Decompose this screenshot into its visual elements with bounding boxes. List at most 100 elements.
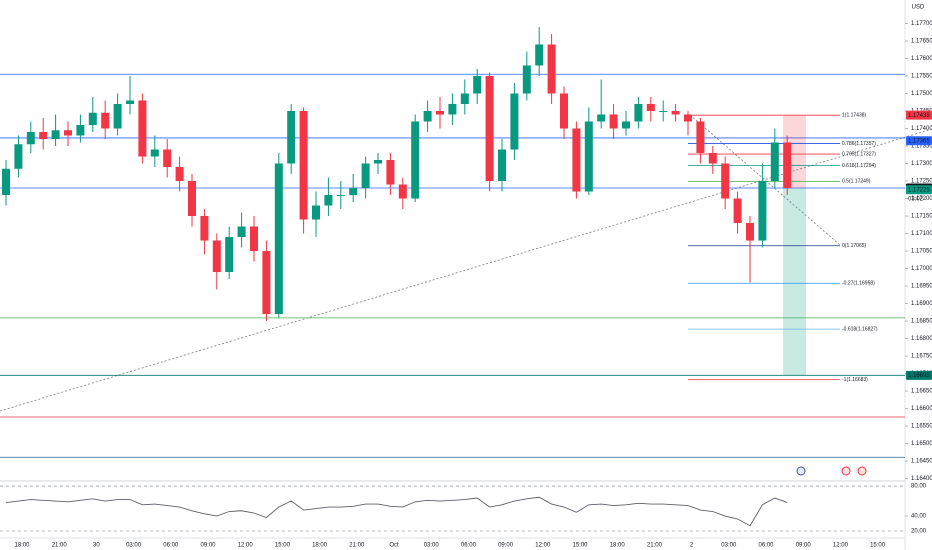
candle-body [113, 103, 122, 129]
y-tick-label: 1.17050 [911, 249, 932, 255]
fib-label: 1(1.17438) [842, 113, 867, 119]
event-icon[interactable] [841, 466, 851, 476]
fib-label: -1(1.16683) [842, 377, 868, 383]
y-tick-label: 1.17550 [911, 74, 932, 80]
x-tick-label: Oct [389, 543, 399, 549]
candle-body [498, 149, 506, 182]
target-zone [783, 188, 806, 376]
candle-body [448, 103, 457, 115]
candle-body [684, 114, 692, 122]
x-tick-label: 12:00 [535, 543, 551, 549]
x-tick-label: 18:00 [610, 543, 626, 549]
candle-body [175, 167, 184, 182]
candle-body [299, 110, 308, 220]
candle-body [547, 44, 556, 94]
candle-body [659, 110, 668, 112]
x-tick-label: 18:00 [312, 543, 328, 549]
price-label-bg [906, 136, 932, 146]
y-tick-label: 1.17200 [911, 196, 932, 202]
candle-body [560, 93, 568, 129]
candle-body [237, 226, 246, 238]
x-tick-label: 18:00 [14, 543, 30, 549]
y-tick-label: 1.17500 [911, 91, 932, 97]
candle-body [51, 130, 60, 139]
currency: USD [912, 5, 925, 11]
y-tick-label: 1.17000 [911, 266, 932, 272]
x-tick-label: 12:00 [238, 543, 254, 549]
candle-body [163, 149, 172, 168]
countdown: 03:02 [908, 196, 924, 202]
y-tick-label: 1.16850 [911, 319, 932, 325]
y-tick-label: 1.16900 [911, 301, 932, 307]
rsi-tick-label: 40.00 [911, 514, 927, 520]
candle-body [609, 114, 618, 129]
candle-body [101, 112, 110, 129]
trend-line [689, 114, 841, 246]
candle-body [708, 152, 717, 164]
y-tick-label: 1.16750 [911, 354, 932, 360]
candle-body [597, 114, 606, 122]
y-tick-label: 1.17600 [911, 56, 932, 62]
event-icon[interactable] [796, 466, 806, 476]
candle-body [361, 163, 370, 189]
candle-body [14, 144, 23, 169]
candle-body [746, 223, 754, 241]
x-tick-label: 21:00 [647, 543, 663, 549]
rsi-line [5, 496, 788, 527]
y-tick-label: 1.16500 [911, 441, 932, 447]
candle-body [274, 163, 283, 315]
candle-body [758, 181, 767, 241]
y-tick-label: 1.17250 [911, 179, 932, 185]
candle-body [250, 226, 258, 252]
x-tick-label: 03:00 [424, 543, 440, 549]
candle-body [721, 163, 730, 199]
candle-body [188, 181, 196, 217]
fib-label: 0.705(1.17327) [842, 151, 876, 157]
candle-body [138, 100, 147, 157]
candle-body [126, 100, 134, 104]
y-tick-label: 1.17100 [911, 231, 932, 237]
candle-body [150, 149, 159, 157]
price-label: 1.17438 [908, 113, 930, 119]
candle-body [262, 251, 271, 315]
candle-body [39, 131, 48, 139]
y-tick-label: 1.16950 [911, 284, 932, 290]
candle-body [770, 142, 779, 182]
y-tick-label: 1.17150 [911, 214, 932, 220]
candle-body [622, 121, 630, 129]
x-tick-label: 09:00 [200, 543, 216, 549]
price-label-bg [906, 370, 932, 380]
candle-body [398, 184, 407, 199]
y-tick-label: 1.16650 [911, 389, 932, 395]
price-label: 1.16695 [908, 373, 930, 379]
candle-body [386, 160, 395, 185]
event-icon[interactable] [857, 466, 867, 476]
candle-body [522, 65, 531, 94]
x-tick-label: 21:00 [52, 543, 68, 549]
candle-body [436, 110, 444, 115]
candle-body [2, 168, 10, 196]
price-label-bg [906, 185, 932, 195]
x-tick-label: 06:00 [163, 543, 179, 549]
candle-body [646, 103, 655, 111]
x-tick-label: 03:00 [126, 543, 142, 549]
candle-body [374, 160, 382, 164]
candle-body [584, 121, 593, 192]
candle-body [460, 93, 469, 104]
candle-body [423, 110, 432, 122]
candle-body [26, 131, 35, 145]
y-tick-label: 1.17400 [911, 126, 932, 132]
candle-body [200, 216, 209, 241]
x-tick-label: 12:00 [833, 543, 849, 549]
x-tick-label: 09:00 [796, 543, 812, 549]
x-tick-label: 15:00 [870, 543, 886, 549]
x-tick-label: 03:00 [721, 543, 737, 549]
y-tick-label: 1.16800 [911, 336, 932, 342]
y-tick-label: 1.17300 [911, 161, 932, 167]
candle-body [572, 128, 581, 192]
y-tick-label: 1.16600 [911, 406, 932, 412]
x-tick-label: 15:00 [275, 543, 291, 549]
y-tick-label: 1.16550 [911, 424, 932, 430]
